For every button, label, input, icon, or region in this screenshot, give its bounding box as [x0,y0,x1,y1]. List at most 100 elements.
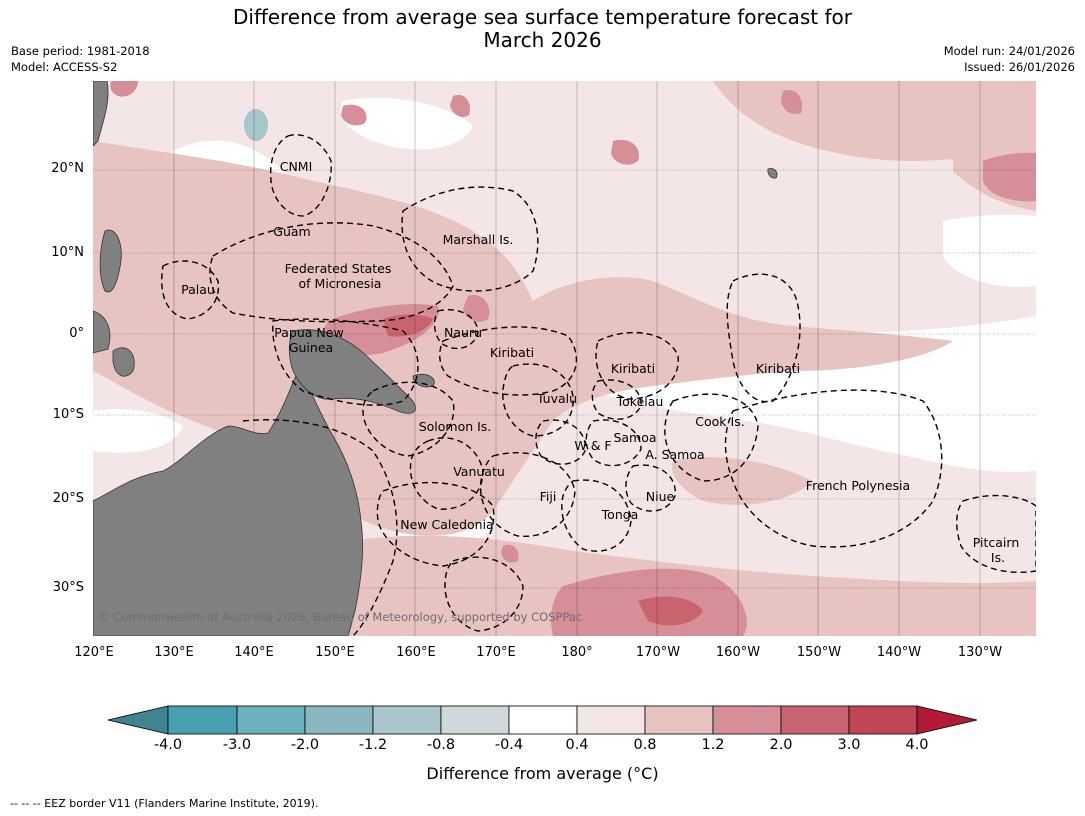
eez-kiribati-phoenix [595,331,679,400]
neutral-zone [943,214,1036,287]
region-label-line-2: of Micronesia [299,276,382,291]
borneo-land [93,310,111,354]
colorbar-tick: 2.0 [769,737,793,753]
colorbar-tick: -0.4 [494,737,524,753]
anomaly-band-high [450,94,471,118]
neutral-zone [339,97,473,150]
colorbar-tick: -4.0 [153,737,183,753]
colorbar-tick: -0.8 [426,737,456,753]
eez-tokelau [591,379,642,420]
lon-label: 130°W [957,645,1003,660]
colorbar-tick: -2.0 [290,737,320,753]
landmasses [93,81,778,636]
region-label: Fiji [540,489,557,504]
region-label: Solomon Is. [419,419,492,434]
colorbar-segment [712,705,782,735]
lon-label: 180° [561,645,593,660]
eez-marshall [401,186,539,292]
region-label: Vanuatu [453,464,505,479]
eez-tonga [561,479,632,552]
eez-palau [161,260,220,320]
anomaly-band-high [110,81,138,97]
eez-cook [664,393,759,482]
anomaly-band-mid [672,457,813,505]
region-label: Tokelau [616,394,664,409]
anomaly-band-high [983,152,1036,202]
eez-kiribati-line [726,273,801,403]
lon-label: 140°W [876,645,922,660]
copyright-notice: © Commonwealth of Australia 2026, Bureau… [98,610,582,624]
region-label: Samoa [613,430,656,445]
lon-label: 130°E [154,645,194,660]
lat-label: 10°N [51,245,84,260]
colorbar-segment [372,705,442,735]
colorbar-label: Difference from average (°C) [426,764,659,783]
lat-label: 20°N [51,161,84,176]
eez-australia [242,419,398,636]
map-panel[interactable]: CNMI Guam Marshall Is. Federated States … [93,81,1036,636]
region-label: Tonga [601,507,639,522]
anomaly-band-high [501,544,519,563]
hawaii-land [767,168,778,179]
colorbar-tick: 3.0 [837,737,861,753]
eez-png [272,318,419,406]
anomaly-band-high [463,295,490,322]
region-label: Pitcairn Is. [973,535,1023,565]
eez-fsm [209,222,454,323]
region-label: A. Samoa [645,447,704,462]
lon-label: 120°E [74,645,114,660]
eez-footnote: -- -- -- EEZ border V11 (Flanders Marine… [10,797,319,810]
eez-vanuatu [409,437,484,510]
eez-kiribati-gilbert [439,326,578,396]
map-title-text: Difference from average sea surface temp… [232,5,852,52]
philippines-land [99,229,122,293]
sulawesi-land [112,347,135,377]
colorbar-segment [916,705,978,735]
eez-fiji [479,452,576,537]
region-label: Palau [181,282,215,297]
colorbar-segment [576,705,646,735]
region-label: New Caledonia [400,517,493,532]
region-label: Papua New Guinea [274,325,347,355]
lon-label: 160°E [396,645,436,660]
colorbar-segment [644,705,714,735]
eez-cnmi [269,134,332,217]
anomaly-band-top [383,314,433,337]
eez-samoa [585,419,642,467]
colorbar-segment [304,705,374,735]
region-label: French Polynesia [806,478,910,493]
region-label: CNMI [280,159,313,174]
region-label-line-2: Is. [991,550,1005,565]
lat-label: 30°S [52,580,84,595]
region-label-line-1: Papua New [274,325,343,340]
lon-label: 170°W [635,645,681,660]
map-title: Difference from average sea surface temp… [0,6,1085,52]
region-label: Kiribati [611,361,655,376]
colorbar-segment [236,705,306,735]
region-label: Niue [646,489,675,504]
colorbar-tick: 0.4 [565,737,589,753]
eez-nauru [433,309,479,350]
colorbar [107,705,978,735]
colorbar-segment [848,705,918,735]
region-label: Nauru [444,325,482,340]
colorbar-segment [167,705,238,735]
asia-coast-land [93,81,109,147]
colorbar-segment [107,705,169,735]
anomaly-band-high [341,104,367,126]
lat-label: 0° [69,326,84,341]
region-label: Kiribati [490,345,534,360]
colorbar-tick: -3.0 [222,737,252,753]
region-label: Cook Is. [695,414,744,429]
neutral-zone [93,409,183,453]
colorbar-tick: 4.0 [905,737,929,753]
colorbar-tick: 1.2 [701,737,725,753]
anomaly-band-top [638,596,703,626]
eez-niue [625,464,676,512]
eez-new-caledonia [376,481,495,567]
new-guinea-land [288,329,416,414]
eez-tuvalu [502,363,574,437]
base-period: Base period: 1981-2018 [11,44,150,58]
eez-borders [161,134,1036,636]
region-label-line-1: Pitcairn [973,535,1019,550]
